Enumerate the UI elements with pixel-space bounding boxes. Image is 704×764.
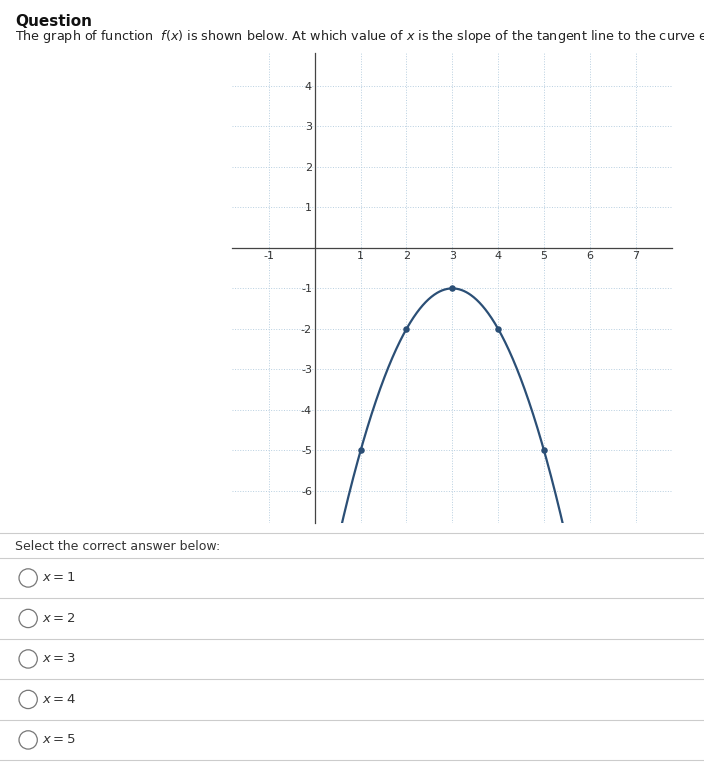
Text: $x = 2$: $x = 2$ — [42, 612, 76, 625]
Point — [447, 282, 458, 294]
Text: Question: Question — [15, 14, 92, 29]
Point — [401, 323, 412, 335]
Text: Select the correct answer below:: Select the correct answer below: — [15, 540, 221, 553]
Text: $x = 1$: $x = 1$ — [42, 571, 76, 584]
Text: $x = 3$: $x = 3$ — [42, 652, 76, 665]
Text: $x = 4$: $x = 4$ — [42, 693, 76, 706]
Text: $x = 5$: $x = 5$ — [42, 733, 76, 746]
Point — [493, 323, 504, 335]
Text: The graph of function  $f(x)$ is shown below. At which value of $x$ is the slope: The graph of function $f(x)$ is shown be… — [15, 28, 704, 44]
Point — [539, 445, 550, 457]
Point — [355, 445, 366, 457]
